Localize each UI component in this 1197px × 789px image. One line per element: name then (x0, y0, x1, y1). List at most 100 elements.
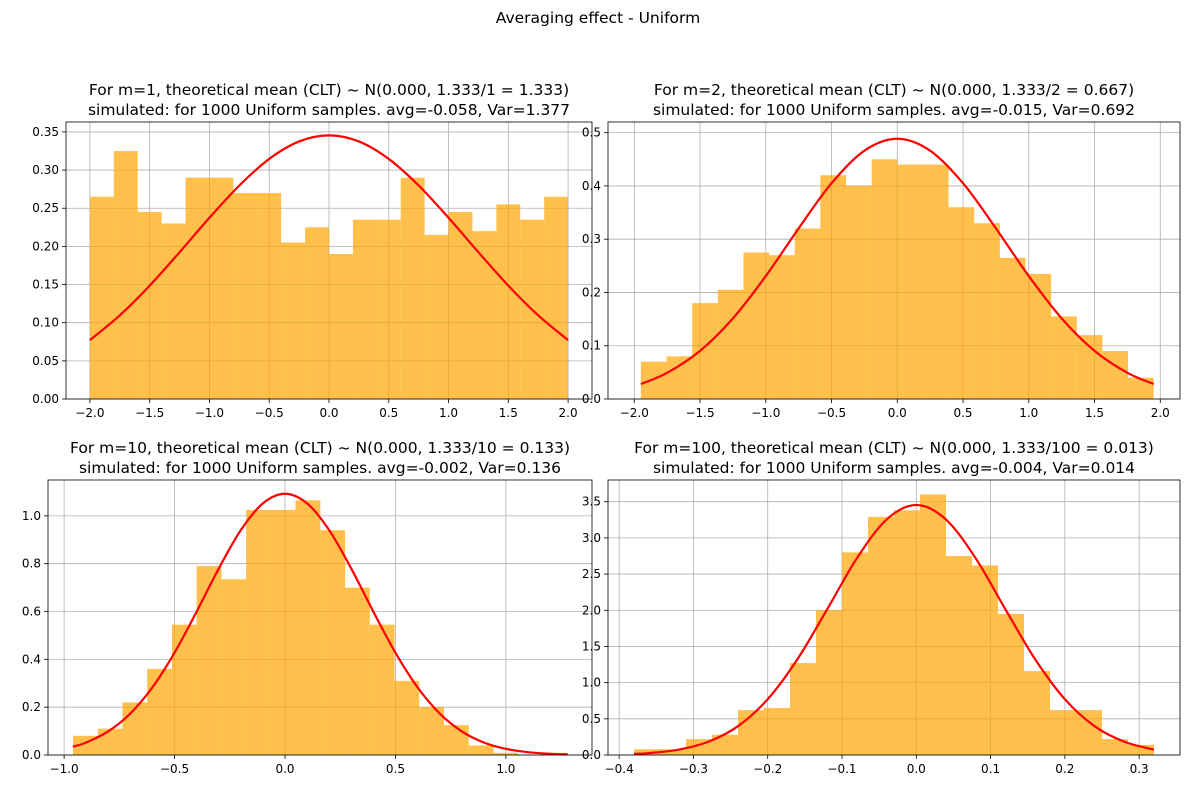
y-tick-label: 1.0 (22, 509, 41, 523)
histogram-bar (660, 749, 686, 755)
histogram-bar (871, 159, 898, 399)
histogram-bar (113, 150, 138, 399)
histogram-bar (712, 734, 738, 755)
histogram-bar (790, 663, 816, 755)
histogram-bar (329, 254, 353, 399)
y-tick-label: 0.20 (32, 239, 59, 253)
x-tick-label: 0.3 (1130, 762, 1149, 776)
histogram-bar (89, 196, 114, 399)
histogram-bar (692, 303, 718, 399)
y-tick-label: 0.6 (22, 605, 41, 619)
histogram-bar (998, 613, 1024, 755)
histogram-bar (640, 361, 667, 399)
chart-title: For m=10, theoretical mean (CLT) ~ N(0.0… (70, 439, 570, 457)
chart-title: For m=2, theoretical mean (CLT) ~ N(0.00… (654, 81, 1134, 99)
y-tick-label: 0.4 (22, 652, 41, 666)
x-tick-label: 0.5 (379, 406, 398, 420)
histogram-bar (270, 509, 296, 755)
histogram-bar (1025, 273, 1052, 399)
density-curve (640, 137, 1155, 385)
histogram-bar (894, 510, 920, 755)
histogram-bar (897, 164, 923, 399)
x-tick-label: −0.3 (679, 762, 708, 776)
histogram-bar (376, 219, 401, 399)
histogram-bar (233, 192, 258, 399)
x-tick-label: −1.5 (685, 406, 714, 420)
histogram-bar (948, 207, 975, 399)
histogram-bar (352, 219, 377, 399)
x-tick-label: 1.0 (439, 406, 458, 420)
histogram-bar (221, 579, 247, 755)
histogram-bar (281, 242, 306, 399)
histogram-bar (196, 566, 222, 755)
axes-frame (65, 121, 593, 400)
y-tick-label: 0.1 (582, 339, 601, 353)
x-tick-label: 0.0 (275, 762, 294, 776)
x-tick-label: 0.0 (907, 762, 926, 776)
histogram-bar (209, 177, 234, 399)
histogram-bar (1076, 710, 1102, 755)
y-tick-label: 3.5 (582, 495, 601, 509)
histogram-bar (257, 192, 282, 399)
density-curve (72, 492, 568, 756)
histogram-bar (972, 565, 998, 755)
x-tick-label: −0.5 (255, 406, 284, 420)
histogram-bar (666, 356, 693, 399)
y-tick-label: 0.2 (582, 285, 601, 299)
x-tick-label: 0.0 (319, 406, 338, 420)
histogram-bar (171, 624, 197, 755)
histogram-bar (305, 227, 329, 399)
histogram-bar (394, 680, 420, 755)
x-tick-label: 1.5 (499, 406, 518, 420)
histogram-bar (345, 587, 370, 755)
x-tick-label: 0.1 (981, 762, 1000, 776)
histogram-bar (122, 702, 148, 755)
x-tick-label: −2.0 (75, 406, 104, 420)
axes-frame (47, 479, 593, 756)
y-tick-label: 0.0 (582, 392, 601, 406)
x-tick-label: 2.0 (559, 406, 578, 420)
histogram-bar (794, 228, 821, 399)
histogram-bar (320, 530, 346, 755)
histogram-bar (424, 234, 449, 399)
x-tick-label: −1.0 (50, 762, 79, 776)
y-tick-label: 0.5 (582, 126, 601, 140)
x-tick-label: 1.0 (1019, 406, 1038, 420)
chart-subtitle: simulated: for 1000 Uniform samples. avg… (653, 459, 1135, 477)
chart-title: For m=1, theoretical mean (CLT) ~ N(0.00… (89, 81, 569, 99)
x-tick-label: −2.0 (620, 406, 649, 420)
x-tick-label: −1.0 (751, 406, 780, 420)
x-tick-label: 2.0 (1151, 406, 1170, 420)
x-tick-label: −0.5 (817, 406, 846, 420)
y-tick-label: 1.5 (582, 639, 601, 653)
y-tick-label: 1.0 (582, 676, 601, 690)
y-tick-label: 0.10 (32, 316, 59, 330)
chart-subtitle: simulated: for 1000 Uniform samples. avg… (79, 459, 561, 477)
histogram-bar (1050, 710, 1076, 755)
histogram-bar (922, 164, 949, 399)
histogram-bar (974, 223, 1000, 399)
y-tick-label: 0.30 (32, 163, 59, 177)
density-curve (633, 503, 1155, 755)
axes-frame (607, 479, 1181, 756)
histogram-bar (185, 177, 210, 399)
histogram-bar (472, 231, 497, 399)
x-tick-label: 0.2 (1055, 762, 1074, 776)
chart-subtitle: simulated: for 1000 Uniform samples. avg… (653, 101, 1135, 119)
chart-subtitle: simulated: for 1000 Uniform samples. avg… (88, 101, 570, 119)
histogram-bar (137, 212, 162, 399)
histogram-bar (295, 500, 321, 755)
histogram-bar (999, 257, 1026, 399)
histogram-bar (493, 752, 519, 755)
y-tick-label: 0.00 (32, 392, 59, 406)
x-tick-label: −1.0 (195, 406, 224, 420)
x-tick-label: −1.5 (135, 406, 164, 420)
histogram-bar (496, 204, 521, 399)
figure-title: Averaging effect - Uniform (496, 9, 700, 27)
histogram-bar (400, 177, 425, 399)
histogram-bar (444, 725, 469, 755)
histogram-bar (1102, 739, 1128, 755)
histogram-bar (764, 707, 790, 755)
histogram-bar (448, 212, 473, 399)
chart-title: For m=100, theoretical mean (CLT) ~ N(0.… (634, 439, 1154, 457)
